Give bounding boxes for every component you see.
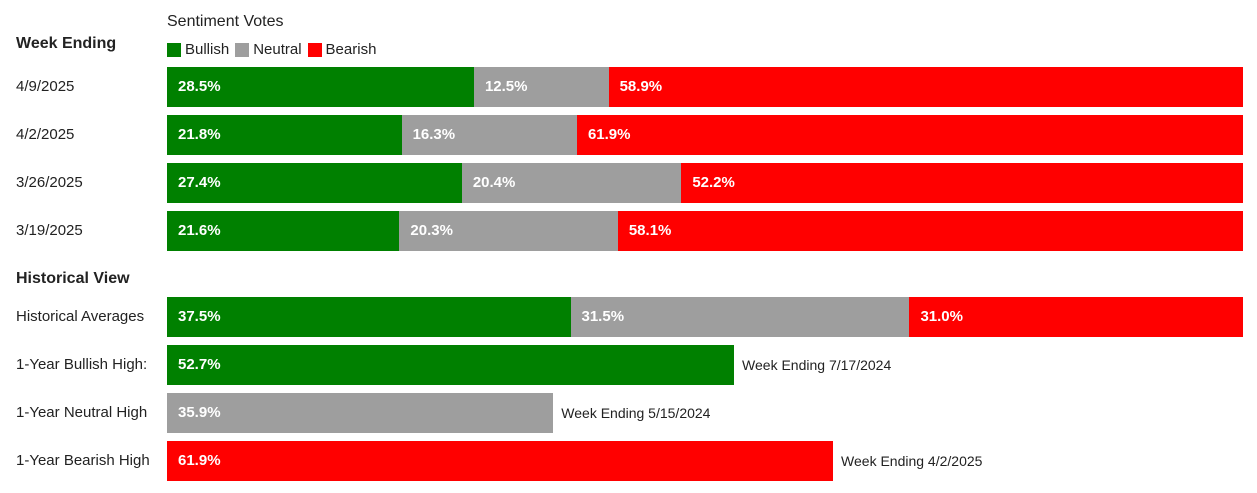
week-label-1: 4/2/2025 [16, 126, 75, 143]
week-bearish-value-3: 58.1% [628, 222, 672, 239]
legend-item-bullish: Bullish [167, 41, 229, 58]
high-label-1: 1-Year Neutral High [16, 404, 148, 421]
week-bearish-value-0: 58.9% [619, 78, 663, 95]
high-neutral-week-note: Week Ending 5/15/2024 [561, 405, 711, 421]
high-bar-1: 35.9% Week Ending 5/15/2024 [167, 393, 1243, 433]
historical-averages-neutral-value-0: 31.5% [581, 308, 625, 325]
legend-swatch-bullish [167, 42, 181, 57]
historical-averages-bullish-value-0: 37.5% [178, 308, 221, 325]
high-bearish-value: 61.9% [178, 452, 221, 469]
week-label-0: 4/9/2025 [16, 78, 75, 95]
week-bar-0: 28.5% 12.5% 58.9% [167, 67, 1243, 107]
week-neutral-value-1: 16.3% [412, 126, 456, 143]
week-neutral-segment-2: 20.4% [461, 163, 682, 203]
week-bullish-value-1: 21.8% [178, 126, 221, 143]
high-neutral-segment: 35.9% [167, 393, 554, 433]
historical-averages-label-0: Historical Averages [16, 308, 145, 325]
chart-title: Sentiment Votes [167, 13, 284, 30]
high-bullish-value: 52.7% [178, 356, 221, 373]
legend-item-neutral: Neutral [235, 41, 302, 58]
week-bullish-segment-0: 28.5% [167, 67, 474, 107]
week-bearish-value-2: 52.2% [692, 174, 735, 191]
legend-item-bearish: Bearish [307, 41, 377, 58]
week-bullish-value-3: 21.6% [178, 222, 221, 239]
week-bullish-segment-1: 21.8% [167, 115, 402, 155]
week-bullish-segment-2: 27.4% [167, 163, 462, 203]
high-neutral-value: 35.9% [178, 404, 221, 421]
historical-averages-bullish-segment-0: 37.5% [167, 297, 571, 337]
high-bullish-week-note: Week Ending 7/17/2024 [742, 357, 892, 373]
high-bar-2: 61.9% Week Ending 4/2/2025 [167, 441, 1243, 481]
week-neutral-segment-3: 20.3% [399, 211, 618, 251]
high-label-2: 1-Year Bearish High [16, 452, 150, 469]
historical-averages-bearish-segment-0: 31.0% [909, 297, 1243, 337]
week-neutral-value-3: 20.3% [410, 222, 453, 239]
week-bullish-value-0: 28.5% [178, 78, 221, 95]
week-bearish-segment-1: 61.9% [576, 115, 1243, 155]
week-bullish-segment-3: 21.6% [167, 211, 400, 251]
legend-label-bearish: Bearish [325, 41, 377, 58]
week-bar-2: 27.4% 20.4% 52.2% [167, 163, 1243, 203]
week-bearish-value-1: 61.9% [587, 126, 631, 143]
week-bearish-segment-3: 58.1% [617, 211, 1243, 251]
week-ending-heading: Week Ending [16, 35, 117, 52]
week-bearish-segment-0: 58.9% [608, 67, 1243, 107]
high-label-0: 1-Year Bullish High: [16, 356, 148, 373]
week-neutral-value-0: 12.5% [484, 78, 528, 95]
legend-swatch-neutral [235, 42, 250, 57]
week-bar-3: 21.6% 20.3% 58.1% [167, 211, 1243, 251]
high-bearish-week-note: Week Ending 4/2/2025 [841, 453, 983, 469]
high-bearish-segment: 61.9% [167, 441, 834, 481]
week-neutral-value-2: 20.4% [472, 174, 516, 191]
historical-averages-neutral-segment-0: 31.5% [570, 297, 910, 337]
week-bearish-segment-2: 52.2% [681, 163, 1243, 203]
legend-label-neutral: Neutral [253, 41, 302, 58]
high-bar-0: 52.7% Week Ending 7/17/2024 [167, 345, 1243, 385]
historical-averages-bar-0: 37.5% 31.5% 31.0% [167, 297, 1243, 337]
historical-view-heading: Historical View [16, 270, 130, 287]
high-bullish-segment: 52.7% [167, 345, 735, 385]
week-label-3: 3/19/2025 [16, 222, 83, 239]
week-label-2: 3/26/2025 [16, 174, 83, 191]
week-neutral-segment-0: 12.5% [473, 67, 609, 107]
legend-swatch-bearish [307, 42, 322, 57]
week-neutral-segment-1: 16.3% [401, 115, 577, 155]
historical-averages-bearish-value-0: 31.0% [920, 308, 963, 325]
legend-label-bullish: Bullish [185, 41, 230, 58]
week-bar-1: 21.8% 16.3% 61.9% [167, 115, 1243, 155]
week-bullish-value-2: 27.4% [178, 174, 221, 191]
legend: Bullish Neutral Bearish [167, 41, 382, 58]
